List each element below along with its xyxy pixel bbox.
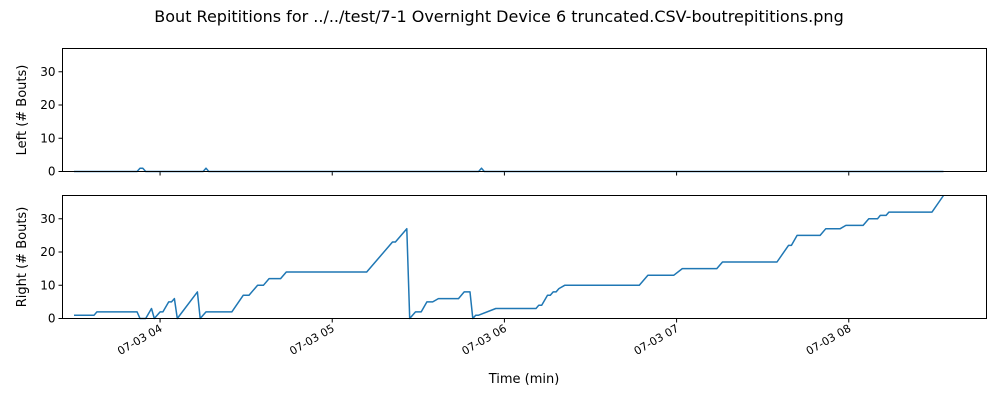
x-tick-label: 07-03 06 <box>460 322 509 358</box>
axes-frame-bottom <box>62 195 987 319</box>
y-tick-label: 30 <box>40 212 55 226</box>
plot-area-bottom <box>62 195 987 319</box>
series-line-left <box>74 167 944 173</box>
y-tick-label: 10 <box>40 278 55 292</box>
axes-frame-top <box>62 48 987 172</box>
y-ticks-bottom: 0 10 20 30 <box>40 212 63 326</box>
panel-left-bouts: 0 10 20 30 Left (# Bouts) <box>15 48 987 179</box>
x-tick-label: 07-03 05 <box>287 322 336 358</box>
y-tick-label: 30 <box>40 65 55 79</box>
y-tick-label: 0 <box>48 312 56 326</box>
y-tick-label: 10 <box>40 131 55 145</box>
y-ticks-top: 0 10 20 30 <box>40 65 63 179</box>
y-tick-label: 20 <box>40 98 55 112</box>
x-tick-label: 07-03 04 <box>115 322 164 358</box>
series-line-right <box>74 195 945 320</box>
y-axis-label-left: Left (# Bouts) <box>15 65 30 156</box>
plot-area-top <box>62 48 987 172</box>
x-tick-label: 07-03 08 <box>804 322 853 358</box>
x-tick-label: 07-03 07 <box>632 322 681 358</box>
y-tick-label: 0 <box>48 165 56 179</box>
x-ticks-bottom: 07-03 04 07-03 05 07-03 06 07-03 07 07-03 08 <box>115 318 853 358</box>
y-tick-label: 20 <box>40 245 55 259</box>
y-axis-label-right: Right (# Bouts) <box>15 207 30 308</box>
panel-right-bouts: 0 10 20 30 07-03 04 07-03 05 07-03 06 07-03 07… <box>15 195 987 387</box>
chart-title: Bout Repititions for ../../test/7-1 Over… <box>154 7 843 26</box>
x-axis-label: Time (min) <box>488 372 560 387</box>
